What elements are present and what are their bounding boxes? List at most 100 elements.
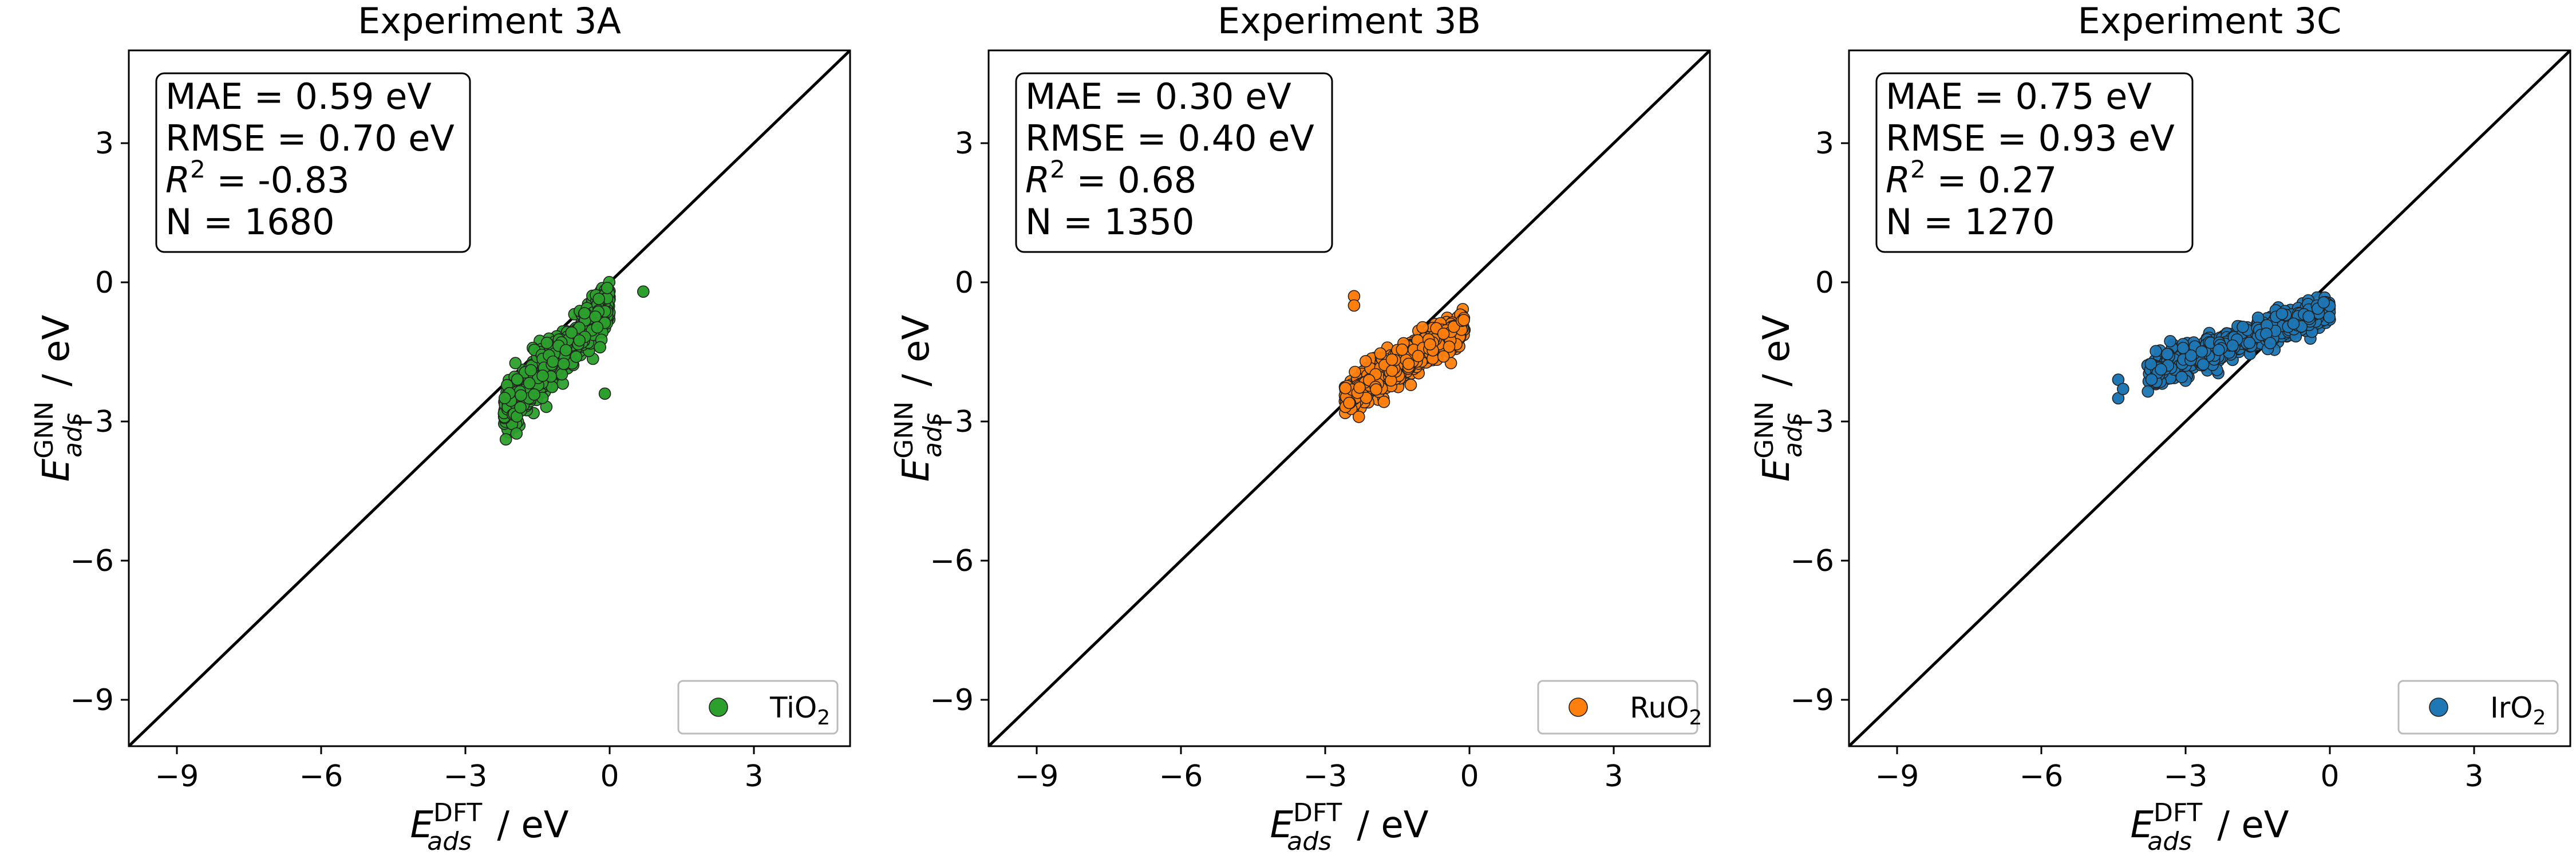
- legend-frame: [2397, 680, 2559, 735]
- x-tick-label: −3: [1303, 759, 1348, 794]
- x-tick-label: 0: [2320, 759, 2339, 794]
- x-tick-label: 3: [744, 759, 763, 794]
- data-point: [573, 334, 586, 347]
- y-tick-label: 3: [95, 127, 114, 161]
- y-tick-label: −6: [70, 544, 114, 578]
- data-point: [2175, 371, 2188, 384]
- data-point: [559, 344, 572, 357]
- scatter-points: [1338, 290, 1471, 423]
- data-point: [536, 369, 549, 382]
- stats-box-frame: [1015, 72, 1333, 253]
- data-point: [1349, 365, 1361, 379]
- legend-marker: [1568, 698, 1588, 717]
- x-tick-label: −9: [1015, 759, 1059, 794]
- data-point: [509, 357, 522, 369]
- stats-n: N = 1680: [165, 201, 335, 243]
- x-tick-label: −3: [444, 759, 488, 794]
- data-point: [2212, 344, 2225, 356]
- data-point: [2184, 349, 2198, 362]
- data-point: [2164, 334, 2176, 348]
- x-tick-label: −9: [155, 759, 199, 794]
- data-point: [2264, 337, 2277, 349]
- data-point: [2323, 310, 2336, 324]
- legend-label: RuO2: [1630, 691, 1702, 730]
- stats-mae: MAE = 0.59 eV: [165, 76, 432, 117]
- y-tick-label: −9: [70, 683, 114, 718]
- axes-frame: [128, 49, 851, 747]
- y-tick-label: −6: [1790, 544, 1834, 578]
- data-point: [2275, 308, 2289, 320]
- panel-2: Experiment 3B −9 −6 −3 0 3 −9 −6 −3 0 3 EDFT ads / e…: [890, 0, 1711, 856]
- data-point: [547, 355, 559, 368]
- data-point: [1437, 350, 1450, 363]
- data-point: [2150, 345, 2162, 358]
- y-tick-label: −6: [930, 544, 974, 578]
- data-point: [1339, 381, 1352, 395]
- data-point: [2195, 345, 2208, 358]
- data-point: [1416, 321, 1429, 334]
- y-tick-label: −3: [930, 405, 974, 439]
- x-tick-label: 0: [600, 759, 619, 794]
- data-point: [637, 285, 650, 298]
- data-point: [1396, 343, 1408, 356]
- x-axis-label: EDFT ads / eV: [2131, 798, 2289, 856]
- stats-mae: MAE = 0.30 eV: [1025, 76, 1291, 117]
- data-point: [2145, 373, 2158, 386]
- parity-line: [1849, 50, 2570, 746]
- data-point: [555, 368, 568, 381]
- data-point: [528, 388, 541, 401]
- stats-r2: R2 = 0.68: [1025, 155, 1196, 201]
- legend-label: TiO2: [769, 691, 830, 730]
- stats-mae: MAE = 0.75 eV: [1886, 76, 2152, 117]
- data-point: [1377, 395, 1390, 408]
- data-point: [1353, 411, 1365, 423]
- chart-title: Experiment 3A: [358, 0, 621, 42]
- data-point: [578, 307, 591, 320]
- chart-title: Experiment 3C: [2078, 0, 2342, 42]
- data-point: [511, 373, 524, 386]
- data-point: [2243, 336, 2256, 349]
- legend: IrO2: [2397, 680, 2559, 735]
- panel-3: Experiment 3C −9 −6 −3 0 3 −9 −6 −3 0 3 EDFT ads / e…: [1750, 0, 2571, 856]
- data-point: [2287, 317, 2300, 330]
- scatter-points: [2112, 291, 2336, 405]
- data-point: [570, 350, 583, 363]
- x-tick-label: −6: [2020, 759, 2064, 794]
- stats-n: N = 1350: [1025, 201, 1195, 243]
- y-tick-label: −3: [70, 405, 114, 439]
- legend-frame: [1537, 680, 1698, 735]
- data-point: [1424, 338, 1436, 351]
- data-point: [1386, 364, 1398, 377]
- panel-1: Experiment 3A −9 −6 −3 0 3 −9 −6 −3 0 3 EDFT ads / e…: [30, 0, 851, 856]
- y-tick-label: 3: [1815, 127, 1834, 161]
- data-point: [592, 293, 605, 305]
- x-tick-label: −6: [299, 759, 343, 794]
- y-axis-label: EGNNads / eV: [1750, 314, 1808, 482]
- x-axis-label: EDFT ads / eV: [410, 798, 569, 856]
- data-point: [499, 433, 512, 446]
- x-tick-label: −9: [1875, 759, 1919, 794]
- data-point: [1412, 349, 1425, 362]
- data-point: [1359, 354, 1372, 368]
- data-point: [1343, 396, 1356, 409]
- data-point: [524, 364, 538, 377]
- axes-frame: [987, 49, 1711, 747]
- stats-box-frame: [1875, 72, 2194, 253]
- data-point: [1443, 340, 1456, 353]
- scatter-points: [497, 275, 650, 446]
- y-tick-label: 0: [95, 266, 114, 300]
- data-point: [1374, 347, 1387, 360]
- data-point: [1437, 327, 1450, 340]
- data-point: [2117, 383, 2129, 396]
- x-tick-label: −3: [2164, 759, 2208, 794]
- x-tick-label: −6: [1159, 759, 1203, 794]
- data-point: [2144, 357, 2158, 371]
- x-tick-label: 0: [1460, 759, 1479, 794]
- y-tick-label: −9: [930, 683, 974, 718]
- stats-rmse: RMSE = 0.70 eV: [165, 117, 455, 159]
- data-point: [510, 427, 523, 440]
